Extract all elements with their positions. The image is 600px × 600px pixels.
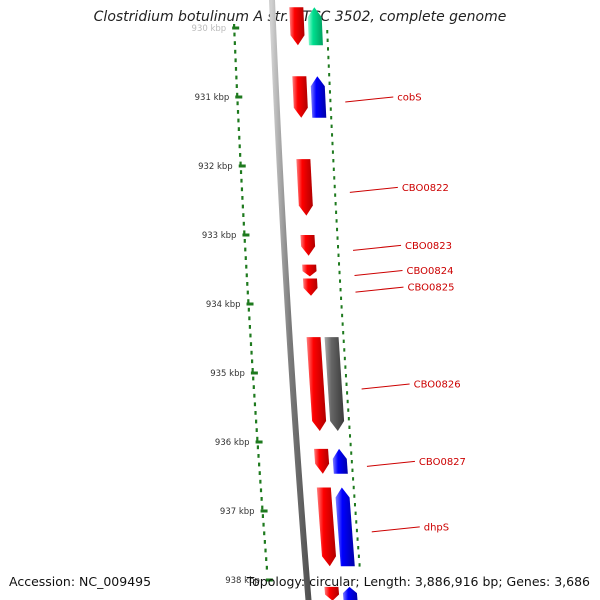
gene-label[interactable]: CBO0822: [402, 183, 449, 194]
gene-forward[interactable]: [302, 264, 317, 277]
genome-backbone: [268, 0, 312, 600]
kbp-tick-label: 934 kbp: [206, 300, 241, 310]
gene-label[interactable]: CBO0827: [419, 457, 466, 468]
gene-forward[interactable]: [302, 278, 318, 296]
summary-text: Topology: circular; Length: 3,886,916 bp…: [246, 574, 590, 589]
gene-label[interactable]: CBO0824: [407, 266, 454, 277]
gene-label-leader: [361, 383, 410, 390]
gene-reverse[interactable]: [310, 76, 327, 118]
gene-reverse[interactable]: [342, 586, 358, 600]
kbp-tick-label: 932 kbp: [198, 162, 233, 172]
gene-label-leader: [345, 96, 394, 103]
accession-text: Accession: NC_009495: [9, 574, 152, 589]
gene-forward[interactable]: [306, 337, 327, 431]
gene-label-leader: [354, 270, 403, 277]
label-layer: cobS CBO0822 CBO0823 CBO0824 CBO0825 CBO0826 C…: [345, 93, 466, 533]
gene-rna[interactable]: [307, 7, 323, 46]
gene-label-leader: [355, 286, 404, 293]
gene-forward[interactable]: [292, 76, 308, 118]
kbp-tick-label: 930 kbp: [192, 24, 227, 34]
gene-label[interactable]: CBO0823: [405, 241, 452, 252]
tick-layer: 930 kbp 931 kbp 932 kbp 933 kbp 934 kbp 935 k…: [192, 24, 361, 586]
kbp-tick-label: 936 kbp: [215, 438, 250, 448]
gene-forward[interactable]: [300, 235, 316, 256]
gene-label-leader: [352, 244, 402, 251]
kbp-tick-label: 937 kbp: [220, 507, 255, 517]
gene-layer: [289, 7, 358, 600]
gene-reverse[interactable]: [335, 487, 355, 567]
kbp-tick-label: 938 kbp: [225, 576, 260, 586]
gene-label[interactable]: cobS: [397, 93, 421, 104]
gene-label[interactable]: CBO0825: [407, 283, 454, 294]
kbp-tick-label: 935 kbp: [210, 369, 245, 379]
gene-forward[interactable]: [324, 586, 340, 600]
gene-label-leader: [349, 186, 398, 193]
kbp-tick-label: 933 kbp: [202, 231, 237, 241]
gene-forward[interactable]: [296, 159, 313, 216]
backbone-layer: [268, 0, 312, 600]
gene-label[interactable]: CBO0826: [414, 380, 461, 391]
gene-label[interactable]: dhpS: [424, 522, 449, 533]
gene-forward[interactable]: [289, 7, 305, 46]
gene-label-leader: [371, 526, 420, 533]
gene-forward[interactable]: [314, 448, 330, 474]
gene-reverse[interactable]: [332, 448, 348, 474]
gene-pseudo[interactable]: [324, 337, 345, 431]
gene-label-leader: [366, 460, 415, 467]
gene-forward[interactable]: [316, 487, 337, 567]
kbp-tick-label: 931 kbp: [195, 93, 230, 103]
